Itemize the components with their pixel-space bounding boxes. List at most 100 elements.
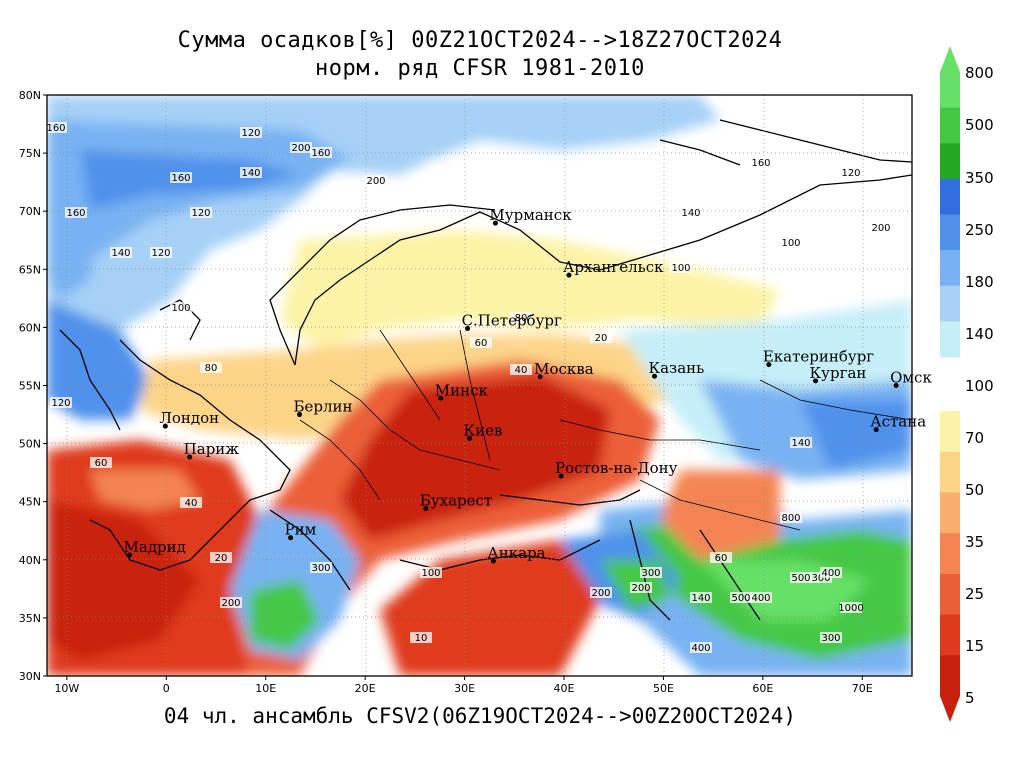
contour-value: 200 [291,143,310,154]
colorbar-swatch [940,214,960,251]
lat-tick-label: 50N [19,438,41,451]
contour-label-bg [240,167,262,178]
city-dot [766,362,772,368]
city-label: Москва [534,360,594,378]
lon-tick-label: 0 [163,682,170,695]
colorbar-label: 50 [965,481,984,499]
city-label: Минск [435,381,489,399]
colorbar-swatch [940,492,960,534]
contour-label-bg [240,127,262,138]
lon-tick-label: 20E [355,682,376,695]
lat-tick-label: 65N [19,263,41,276]
city-label: Ростов-на-Дону [555,459,678,477]
city-label: Курган [810,364,867,382]
colorbar-label: 180 [965,273,994,291]
lon-tick-label: 30E [454,682,475,695]
contour-value: 400 [691,643,710,654]
contour-label-bg [310,147,332,158]
contour-value: 500 [731,593,750,604]
lat-tick-label: 35N [19,612,41,625]
lat-tick-label: 30N [19,670,41,683]
contour-label-bg [630,582,652,593]
city-label: Анкара [487,544,545,562]
contour-value: 100 [781,238,800,249]
lat-tick-label: 80N [19,89,41,102]
contour-value: 500 [791,573,810,584]
contour-value: 20 [215,553,228,564]
contour-value: 300 [311,563,330,574]
colorbar-swatch [940,107,960,144]
contour-label-bg [200,362,222,373]
contour-value: 200 [591,588,610,599]
contour-label-bg [820,567,842,578]
contour-label-bg [170,172,192,183]
colorbar-label: 25 [965,585,984,603]
map-footer: 04 чл. ансамбль CFSV2(06Z19OCT2024-->00Z… [163,704,797,728]
lat-tick-label: 40N [19,554,41,567]
city-dot [297,412,303,418]
contour-label-bg [150,247,172,258]
colorbar-arrow-top [940,46,960,72]
city-label: Архангельск [563,258,664,276]
colorbar-swatch [940,451,960,493]
contour-value: 1000 [838,603,863,614]
city-dot [187,454,193,460]
contour-label-bg [840,602,862,613]
contour-value: 120 [51,398,70,409]
contour-value: 120 [841,168,860,179]
contour-label-bg [170,302,192,313]
city-dot [490,558,496,564]
map-title: Сумма осадков[%] 00Z21OCT2024-->18Z27OCT… [177,28,783,53]
colorbar-swatch [940,143,960,180]
contour-label-bg [710,552,732,563]
city-label: Омск [890,369,932,387]
city-dot [651,373,657,379]
city-label: Рим [285,521,317,539]
city-label: Мурманск [489,206,572,224]
contour-value: 40 [515,365,528,376]
contour-value: 140 [681,208,700,219]
contour-value: 100 [671,263,690,274]
lon-tick-label: 50E [653,682,674,695]
colorbar-label: 140 [965,325,994,343]
contour-value: 140 [791,438,810,449]
contour-value: 400 [821,568,840,579]
contour-label-bg [210,552,232,563]
contour-value: 60 [715,553,728,564]
contour-value: 60 [475,338,488,349]
coastlines [59,119,912,621]
colorbar: 800 500 350 250 180 140 100 70 50 35 25 15 5 [940,46,994,722]
contour-value: 160 [751,158,770,169]
lat-tick-label: 60N [19,321,41,334]
contour-label-bg [820,632,842,643]
contour-label-bg [640,567,662,578]
contour-label-bg [590,587,612,598]
colorbar-swatch [940,573,960,616]
contour-label-bg [670,262,692,273]
contour-label-bg [365,175,387,186]
colorbar-swatch [940,178,960,215]
lon-tick-label: 60E [752,682,773,695]
contour-label-bg [590,332,612,343]
city-label: Берлин [294,398,353,416]
contour-value: 140 [691,593,710,604]
contour-label-bg [220,597,242,608]
lon-tick-label: 40E [554,682,575,695]
contour-value: 40 [185,498,198,509]
contour-value: 200 [631,583,650,594]
longitude-axis: 10W 0 10E 20E 30E 40E 50E 60E 70E [54,676,873,695]
lon-tick-label: 10W [54,682,79,695]
city-label: Лондон [159,409,219,427]
lon-tick-label: 70E [852,682,873,695]
contour-label-bg [690,642,712,653]
colorbar-swatch [940,72,960,109]
contour-value: 10 [415,633,428,644]
city-dot [566,272,572,278]
city-label: Астана [870,413,926,431]
map-subtitle: норм. ряд CFSR 1981-2010 [315,56,645,81]
colorbar-swatch [940,614,960,656]
contour-label-bg [470,337,492,348]
contour-value: 800 [781,513,800,524]
contour-value: 60 [95,458,108,469]
